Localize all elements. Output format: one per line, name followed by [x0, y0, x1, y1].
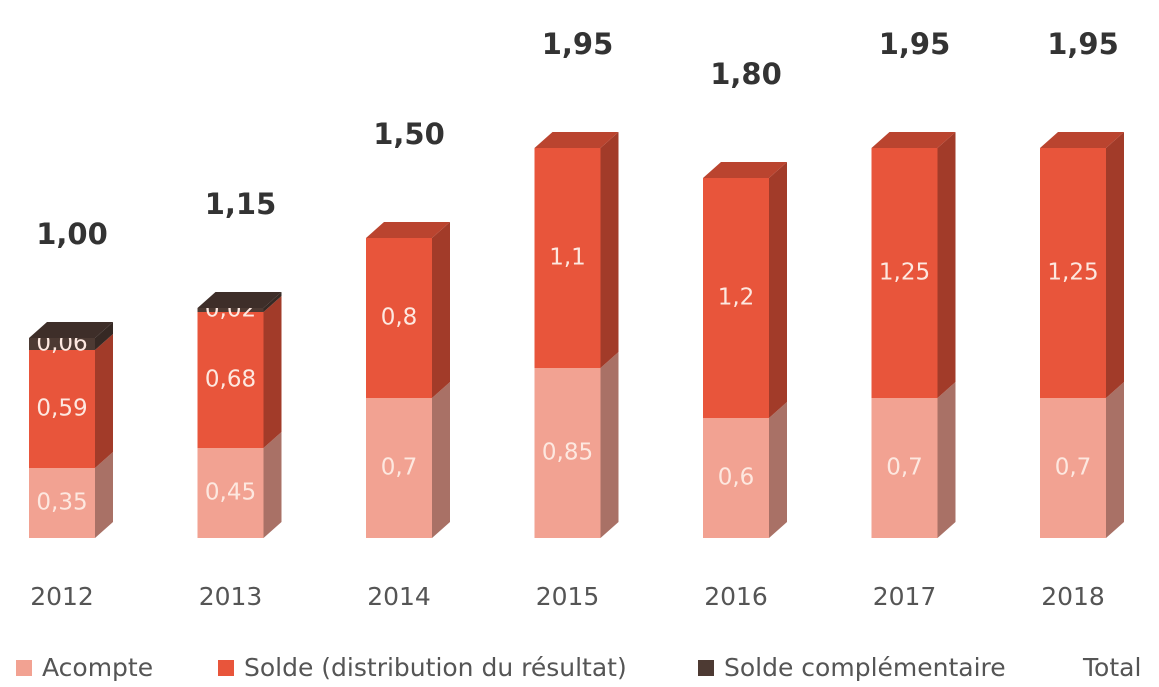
bar-top: [366, 222, 450, 238]
bar-side: [1106, 132, 1124, 398]
bar-top: [29, 322, 113, 338]
bar-top: [1040, 132, 1124, 148]
data-label: 0,8: [381, 305, 418, 331]
legend-label: Solde complémentaire: [724, 653, 1006, 682]
total-label: 1,80: [710, 57, 782, 91]
bar-top: [703, 162, 787, 178]
bar-top: [197, 292, 282, 308]
bar-side: [95, 322, 113, 350]
bar-side: [937, 132, 956, 398]
bar-segment: [1040, 398, 1106, 538]
bar-segment: [871, 148, 938, 398]
data-label: 0,7: [381, 455, 418, 481]
bar-segment: [366, 238, 432, 398]
bar-top: [871, 132, 956, 148]
x-tick-label: 2012: [30, 582, 94, 611]
x-tick-label: 2018: [1041, 582, 1105, 611]
total-label: 1,15: [205, 187, 277, 221]
data-label: 0,68: [205, 367, 256, 393]
data-label: 0,45: [205, 480, 256, 506]
data-label: 0,6: [718, 465, 755, 491]
bar-segment: [29, 350, 95, 468]
data-label: 1,1: [549, 245, 586, 271]
legend-swatch: [16, 660, 32, 676]
data-label: 1,2: [718, 285, 755, 311]
bar-segment: [29, 338, 95, 350]
bar-side: [263, 292, 282, 312]
bar-side: [600, 132, 619, 368]
bar-segment: [534, 148, 601, 368]
bar-side: [432, 222, 450, 398]
data-label: 0,59: [36, 396, 87, 422]
bar-segment: [703, 178, 769, 418]
legend-label: Acompte: [42, 653, 153, 682]
bar-side: [600, 352, 619, 538]
bar-segment: [29, 468, 95, 538]
x-tick-label: 2016: [704, 582, 768, 611]
bar-segment: [366, 398, 432, 538]
bar-segment: [197, 308, 264, 312]
data-label: 0,85: [542, 440, 593, 466]
total-label: 1,95: [542, 27, 614, 61]
bar-side: [432, 382, 450, 538]
legend-label: Solde (distribution du résultat): [244, 653, 627, 682]
legend-swatch: [698, 660, 714, 676]
data-label: 1,25: [879, 260, 930, 286]
bar-segment: [703, 418, 769, 538]
x-tick-label: 2015: [536, 582, 600, 611]
bar-side: [95, 334, 113, 468]
bar-side: [263, 296, 282, 448]
data-label: 0,7: [1055, 455, 1092, 481]
bar-top: [534, 132, 619, 148]
bar-segment: [534, 368, 601, 538]
total-label: 1,95: [879, 27, 951, 61]
bar-segment: [197, 312, 264, 448]
legend-swatch: [218, 660, 234, 676]
total-label: 1,95: [1047, 27, 1119, 61]
bar-segment: [1040, 148, 1106, 398]
bar-side: [937, 382, 956, 538]
bar-side: [1106, 382, 1124, 538]
bar-side: [95, 452, 113, 538]
x-tick-label: 2014: [367, 582, 431, 611]
x-tick-label: 2013: [199, 582, 263, 611]
bar-side: [769, 162, 787, 418]
total-label: 1,00: [36, 217, 108, 251]
data-label: 0,7: [886, 455, 923, 481]
legend-label: Total: [1082, 653, 1141, 682]
bar-segment: [197, 448, 264, 538]
bar-side: [263, 432, 282, 538]
x-tick-label: 2017: [873, 582, 937, 611]
data-label: 0,35: [36, 490, 87, 516]
bar-segment: [871, 398, 938, 538]
bar-side: [769, 402, 787, 538]
data-label: 1,25: [1047, 260, 1098, 286]
total-label: 1,50: [373, 117, 445, 151]
